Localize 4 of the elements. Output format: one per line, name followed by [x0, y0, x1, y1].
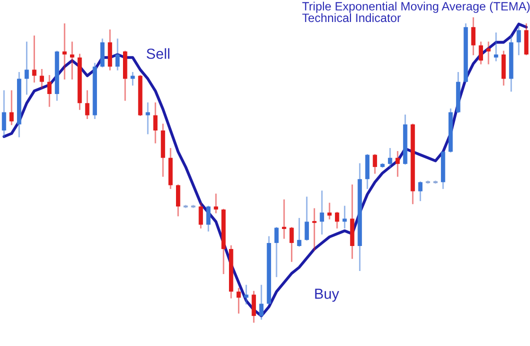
annotation: Sell	[146, 48, 170, 59]
chart-title: Triple Exponential Moving Average (TEMA) Technical Indicator	[302, 2, 530, 22]
candlestick	[426, 180, 430, 184]
annotation: Buy	[315, 288, 340, 302]
